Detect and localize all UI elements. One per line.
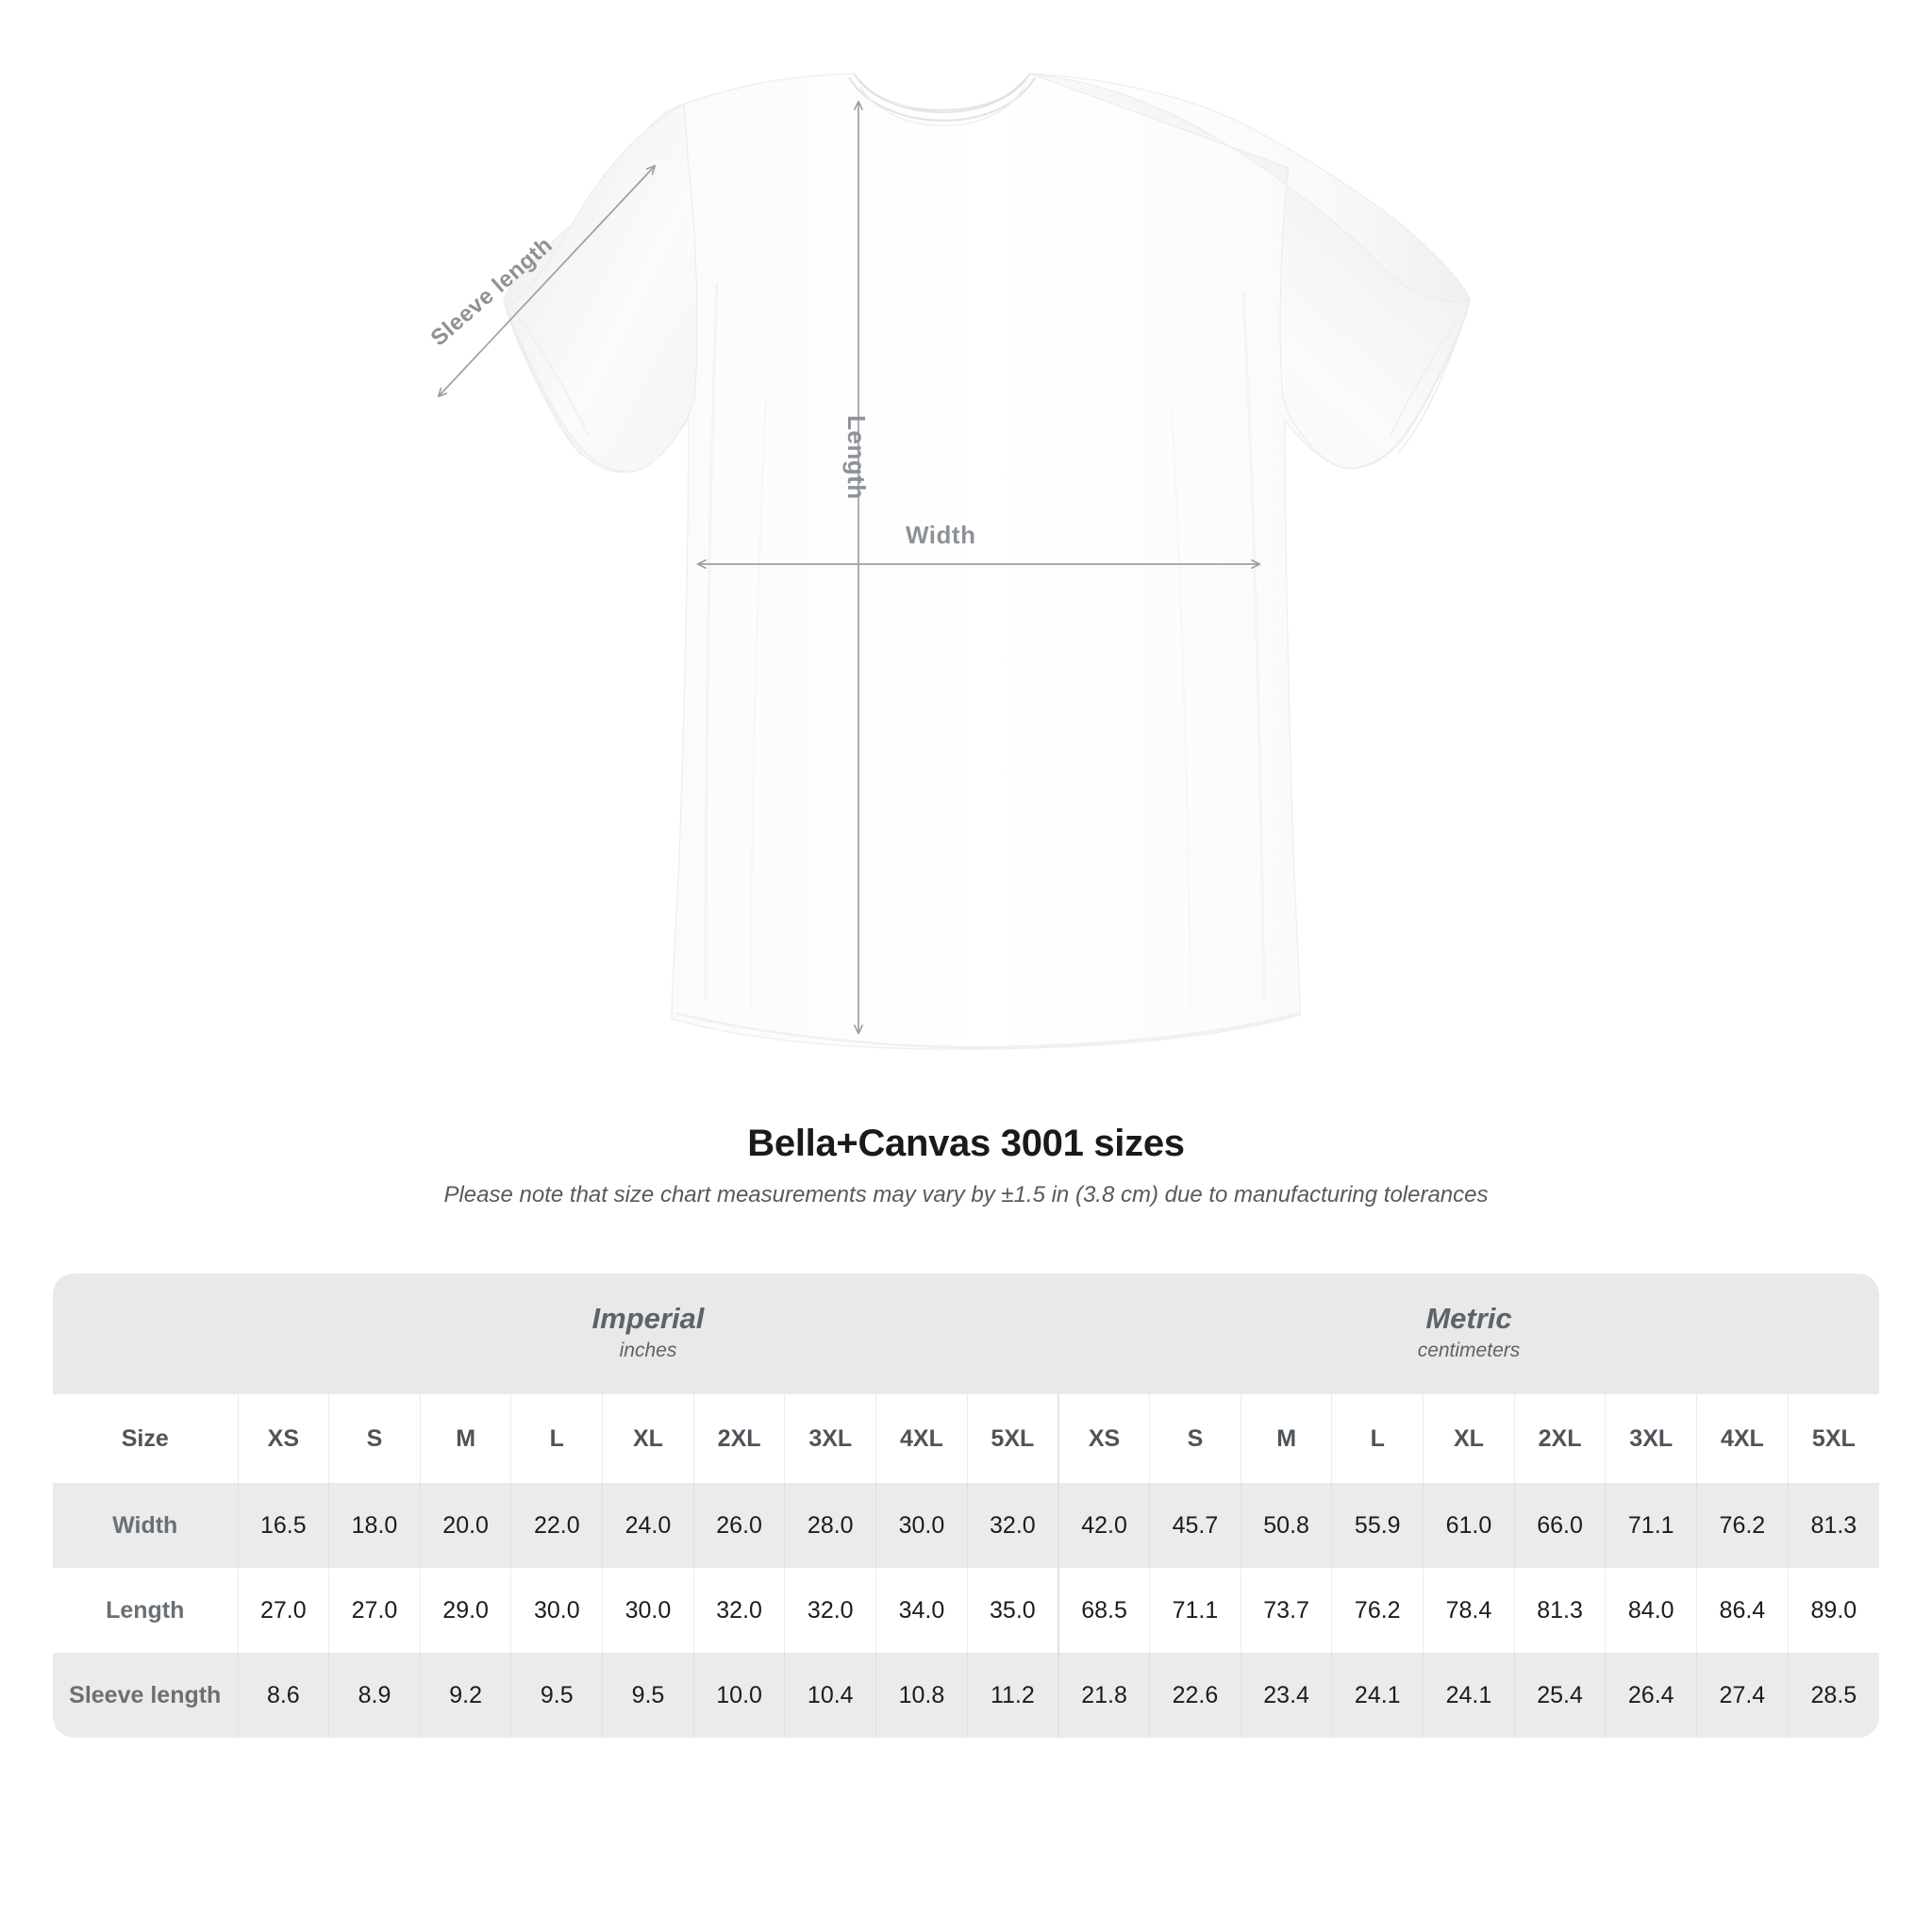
unit-header-spacer	[53, 1274, 238, 1394]
unit-header-metric: Metric centimeters	[1058, 1274, 1879, 1394]
length-annotation-label: Length	[842, 415, 871, 500]
table-cell: 76.2	[1331, 1568, 1424, 1653]
table-cell: 78.4	[1423, 1568, 1515, 1653]
table-cell: 9.5	[602, 1653, 694, 1738]
size-header-cell: M	[419, 1394, 511, 1483]
table-cell: 29.0	[419, 1568, 511, 1653]
table-cell: 9.2	[419, 1653, 511, 1738]
size-header-cell: M	[1240, 1394, 1332, 1483]
size-header-cell: S	[328, 1394, 421, 1483]
unit-sub-label: centimeters	[1417, 1339, 1521, 1361]
table-cell: 30.0	[875, 1483, 968, 1568]
table-cell: 34.0	[875, 1568, 968, 1653]
table-cell: 8.6	[237, 1653, 329, 1738]
table-cell: 55.9	[1331, 1483, 1424, 1568]
table-cell: 21.8	[1057, 1653, 1150, 1738]
table-cell: 9.5	[510, 1653, 603, 1738]
table-cell: 50.8	[1240, 1483, 1332, 1568]
row-label-length: Length	[53, 1568, 238, 1653]
table-cell: 22.6	[1149, 1653, 1241, 1738]
table-cell: 10.0	[692, 1653, 785, 1738]
table-cell: 32.0	[966, 1483, 1058, 1568]
table-cell: 89.0	[1787, 1568, 1879, 1653]
size-header-cell: 3XL	[784, 1394, 876, 1483]
table-cell: 16.5	[237, 1483, 329, 1568]
table-row: Width 16.5 18.0 20.0 22.0 24.0 26.0 28.0 30.0 32.…	[53, 1483, 1879, 1568]
size-header-cell: XS	[237, 1394, 329, 1483]
sleeve-dimension-line	[437, 164, 657, 398]
table-cell: 10.4	[784, 1653, 876, 1738]
table-cell: 24.1	[1423, 1653, 1515, 1738]
width-annotation-label: Width	[906, 521, 976, 549]
table-cell: 35.0	[966, 1568, 1058, 1653]
table-cell: 23.4	[1240, 1653, 1332, 1738]
size-header-cell: 2XL	[1513, 1394, 1606, 1483]
table-cell: 28.0	[784, 1483, 876, 1568]
tshirt-illustration	[437, 73, 1471, 1050]
size-header-cell: S	[1149, 1394, 1241, 1483]
size-header-cell: XL	[602, 1394, 694, 1483]
size-header-cell: L	[510, 1394, 603, 1483]
table-cell: 71.1	[1149, 1568, 1241, 1653]
table-cell: 26.0	[692, 1483, 785, 1568]
page-title: Bella+Canvas 3001 sizes	[747, 1123, 1185, 1164]
page-subtitle: Please note that size chart measurements…	[443, 1182, 1489, 1208]
table-cell: 27.0	[328, 1568, 421, 1653]
table-cell: 10.8	[875, 1653, 968, 1738]
table-cell: 32.0	[692, 1568, 785, 1653]
table-cell: 42.0	[1057, 1483, 1150, 1568]
unit-header-imperial: Imperial inches	[238, 1274, 1058, 1394]
table-cell: 66.0	[1513, 1483, 1606, 1568]
table-cell: 30.0	[602, 1568, 694, 1653]
table-cell: 81.3	[1787, 1483, 1879, 1568]
unit-header-row: Imperial inches Metric centimeters	[53, 1274, 1879, 1394]
size-chart-table-wrap: Imperial inches Metric centimeters Size XS S M L…	[53, 1274, 1879, 1738]
size-header-cell: 5XL	[966, 1394, 1058, 1483]
table-cell: 11.2	[966, 1653, 1058, 1738]
table-cell: 26.4	[1605, 1653, 1697, 1738]
table-cell: 25.4	[1513, 1653, 1606, 1738]
table-cell: 32.0	[784, 1568, 876, 1653]
table-cell: 8.9	[328, 1653, 421, 1738]
table-cell: 61.0	[1423, 1483, 1515, 1568]
size-header-cell: 4XL	[875, 1394, 968, 1483]
size-header-row: Size XS S M L XL 2XL 3XL 4XL 5XL XS S M L XL 2XL 3XL 4XL 5…	[53, 1394, 1879, 1483]
size-header-cell: 4XL	[1696, 1394, 1789, 1483]
table-cell: 22.0	[510, 1483, 603, 1568]
tshirt-diagram: Width Length Sleeve length	[425, 73, 1471, 1050]
table-row: Length 27.0 27.0 29.0 30.0 30.0 32.0 32.0 34.0 35…	[53, 1568, 1879, 1653]
size-header-cell: XL	[1423, 1394, 1515, 1483]
size-header-cell: 2XL	[692, 1394, 785, 1483]
unit-name-label: Imperial	[591, 1301, 705, 1335]
size-header-cell: XS	[1057, 1394, 1150, 1483]
table-cell: 28.5	[1787, 1653, 1879, 1738]
table-cell: 76.2	[1696, 1483, 1789, 1568]
table-cell: 24.0	[602, 1483, 694, 1568]
row-label-width: Width	[53, 1483, 238, 1568]
size-chart-table: Imperial inches Metric centimeters Size XS S M L…	[53, 1274, 1879, 1738]
table-cell: 27.4	[1696, 1653, 1789, 1738]
table-cell: 27.0	[237, 1568, 329, 1653]
row-label-sleeve-length: Sleeve length	[53, 1653, 238, 1738]
table-cell: 73.7	[1240, 1568, 1332, 1653]
table-cell: 24.1	[1331, 1653, 1424, 1738]
table-cell: 68.5	[1057, 1568, 1150, 1653]
table-cell: 45.7	[1149, 1483, 1241, 1568]
size-header-cell: 3XL	[1605, 1394, 1697, 1483]
table-cell: 81.3	[1513, 1568, 1606, 1653]
size-header-cell: L	[1331, 1394, 1424, 1483]
table-cell: 86.4	[1696, 1568, 1789, 1653]
chart-title-block: Bella+Canvas 3001 sizes Please note that…	[0, 1123, 1932, 1208]
table-row: Sleeve length 8.6 8.9 9.2 9.5 9.5 10.0 10.4 10.8…	[53, 1653, 1879, 1738]
table-cell: 30.0	[510, 1568, 603, 1653]
table-cell: 84.0	[1605, 1568, 1697, 1653]
table-cell: 18.0	[328, 1483, 421, 1568]
size-header-cell: 5XL	[1787, 1394, 1879, 1483]
row-header-size: Size	[53, 1394, 238, 1483]
unit-name-label: Metric	[1425, 1301, 1512, 1335]
unit-sub-label: inches	[619, 1339, 677, 1361]
table-cell: 71.1	[1605, 1483, 1697, 1568]
table-cell: 20.0	[419, 1483, 511, 1568]
